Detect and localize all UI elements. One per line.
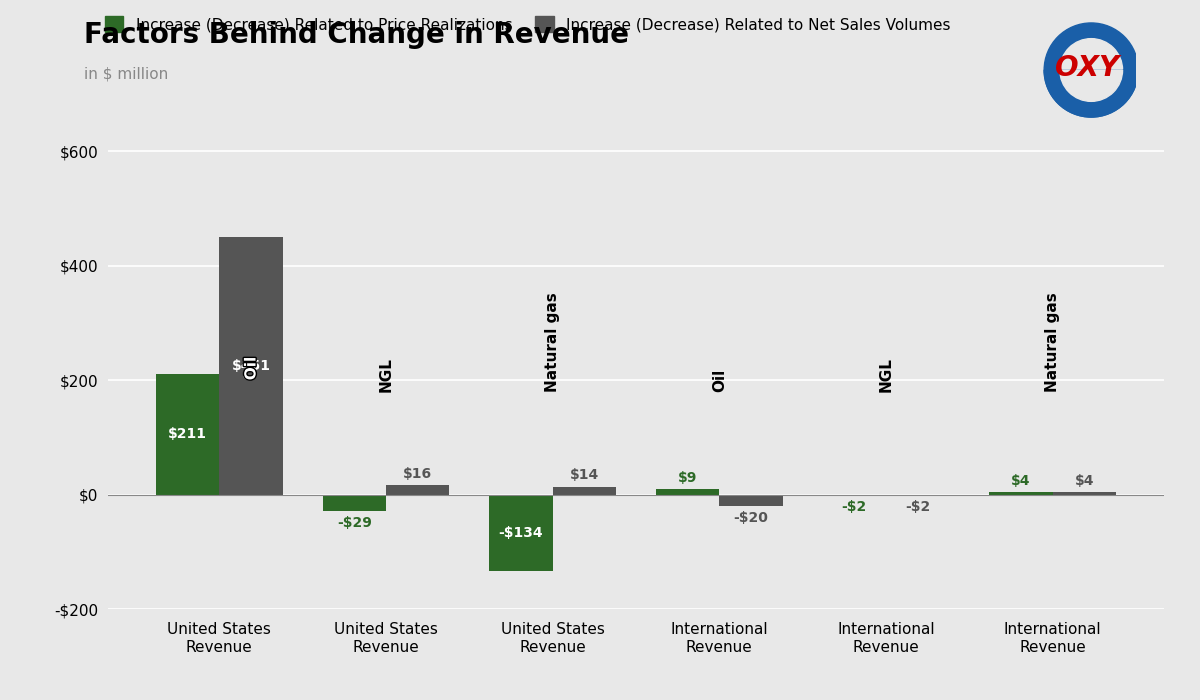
Text: Natural gas: Natural gas (1045, 292, 1060, 392)
Bar (490, 495, 553, 571)
Bar (989, 492, 1052, 495)
Text: -$134: -$134 (499, 526, 544, 540)
Text: -$2: -$2 (905, 500, 930, 514)
Legend: Increase (Decrease) Related to Price Realizations, Increase (Decrease) Related t: Increase (Decrease) Related to Price Rea… (106, 16, 950, 32)
Text: $4: $4 (1012, 474, 1031, 488)
Text: Oil: Oil (712, 368, 727, 392)
Bar (1052, 492, 1116, 495)
Text: -$29: -$29 (337, 516, 372, 530)
Text: $451: $451 (232, 358, 270, 372)
Bar (656, 489, 719, 495)
Bar (323, 495, 386, 511)
Text: Natural gas: Natural gas (545, 292, 560, 392)
Text: Oil: Oil (244, 357, 258, 380)
Bar (220, 237, 283, 495)
Text: NGL: NGL (378, 357, 394, 392)
Text: $4: $4 (1074, 474, 1094, 488)
Text: $9: $9 (678, 471, 697, 485)
Text: $16: $16 (403, 467, 432, 481)
Bar (386, 486, 449, 495)
Bar (823, 495, 886, 496)
Text: NGL: NGL (878, 357, 894, 392)
Text: Oil: Oil (244, 357, 258, 380)
Text: -$2: -$2 (841, 500, 866, 514)
Text: Factors Behind Change in Revenue: Factors Behind Change in Revenue (84, 21, 629, 49)
Text: in $ million: in $ million (84, 66, 168, 81)
Text: -$20: -$20 (733, 510, 768, 524)
Bar (156, 374, 220, 495)
Bar (886, 495, 949, 496)
Wedge shape (1060, 70, 1122, 101)
Circle shape (1060, 38, 1122, 102)
Circle shape (1044, 23, 1139, 117)
Bar (553, 486, 616, 495)
Text: $211: $211 (168, 427, 208, 441)
Wedge shape (1044, 70, 1139, 117)
Text: OXY: OXY (1055, 54, 1120, 82)
Bar (719, 495, 782, 506)
Text: $14: $14 (570, 468, 599, 482)
